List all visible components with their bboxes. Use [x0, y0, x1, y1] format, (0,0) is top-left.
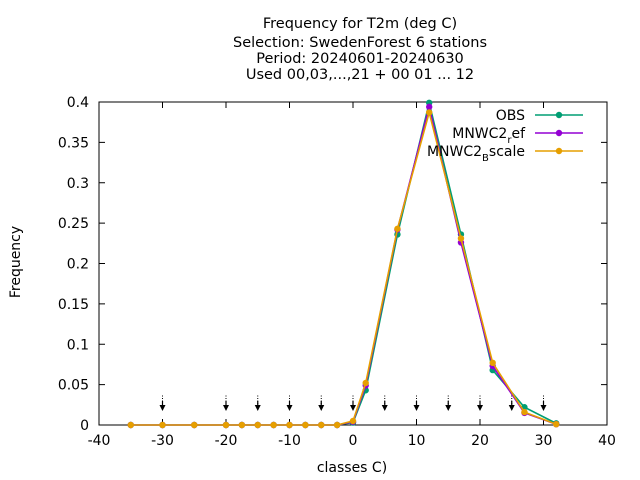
- y-tick-label: 0.35: [58, 135, 89, 151]
- legend-entry: MNWC2Bscale: [427, 144, 583, 164]
- arrow-marker: [477, 395, 483, 411]
- y-tick-label: 0.05: [58, 378, 89, 394]
- y-tick-label: 0.2: [67, 257, 89, 273]
- y-tick-label: 0.25: [58, 216, 89, 232]
- y-tick-label: 0.1: [67, 337, 89, 353]
- data-point: [270, 421, 277, 429]
- arrow-head: [381, 405, 388, 411]
- x-tick-label: -10: [278, 433, 301, 449]
- legend-swatch-point: [555, 147, 563, 155]
- chart-title-line-2: Selection: SwedenForest 6 stations: [232, 35, 487, 51]
- arrow-head: [445, 405, 452, 411]
- data-point: [159, 421, 166, 429]
- x-tick-label: 20: [471, 433, 489, 449]
- data-point: [349, 417, 357, 425]
- axes: -40 -30 -20 -10 0 10 20 30 40 0 0.05 0.1 0.15 0.2 0.25…: [58, 95, 616, 449]
- x-tick-label: 0: [349, 433, 358, 449]
- arrow-head: [159, 405, 166, 411]
- data-point: [394, 225, 401, 232]
- series-group: [127, 99, 560, 429]
- data-point: [426, 109, 433, 116]
- data-point: [286, 421, 293, 429]
- data-point: [302, 421, 309, 429]
- x-tick-label: -40: [88, 433, 111, 449]
- x-tick-label: 40: [598, 433, 616, 449]
- arrow-head: [223, 405, 229, 411]
- arrow-marker: [159, 395, 166, 411]
- arrow-head: [254, 405, 261, 411]
- data-point: [457, 235, 465, 242]
- arrow-marker: [254, 395, 261, 411]
- data-point: [521, 408, 528, 416]
- data-point: [318, 421, 325, 429]
- x-tick-label: -20: [215, 433, 238, 449]
- series-mnwc2-bscale: [127, 109, 560, 429]
- arrow-marker: [508, 395, 515, 411]
- legend-label: OBS: [496, 108, 525, 124]
- y-tick-label: 0: [80, 418, 89, 434]
- data-point: [489, 359, 496, 367]
- arrow-marker: [223, 395, 229, 411]
- y-tick-label: 0.3: [67, 176, 89, 192]
- data-point: [222, 421, 230, 429]
- data-point: [238, 421, 246, 429]
- data-point: [553, 420, 560, 428]
- data-point: [254, 421, 261, 429]
- y-tick-label: 0.4: [67, 95, 89, 111]
- arrow-marker: [413, 395, 420, 411]
- legend-swatch-point: [555, 111, 563, 119]
- chart-title-line-4: Used 00,03,...,21 + 00 01 ... 12: [245, 67, 475, 83]
- arrow-head: [540, 405, 547, 411]
- y-axis-label: Frequency: [8, 226, 24, 298]
- data-point: [191, 421, 198, 429]
- legend-label: MNWC2ref: [452, 126, 526, 146]
- legend-entry: MNWC2ref: [452, 126, 583, 146]
- arrow-marker: [286, 395, 293, 411]
- chart-title-line-3: Period: 20240601-20240630: [256, 51, 464, 67]
- arrow-marker: [350, 395, 356, 411]
- plot-frame: [98, 101, 608, 426]
- data-point: [127, 421, 134, 429]
- data-point: [362, 379, 369, 387]
- y-tick-label: 0.15: [58, 297, 89, 313]
- legend-label: MNWC2Bscale: [427, 144, 525, 164]
- chart-title-line-1: Frequency for T2m (deg C): [262, 16, 458, 32]
- x-tick-label: -30: [151, 433, 174, 449]
- arrow-head: [413, 405, 420, 411]
- arrow-head: [477, 405, 483, 411]
- x-tick-label: 10: [408, 433, 426, 449]
- arrow-head: [286, 405, 293, 411]
- arrow-marker: [540, 395, 547, 411]
- data-point: [333, 421, 341, 429]
- arrow-marker: [318, 395, 325, 411]
- legend-swatch-point: [555, 129, 563, 137]
- arrow-head: [350, 405, 356, 411]
- arrow-head: [508, 405, 515, 411]
- arrow-marker: [381, 395, 388, 411]
- arrow-marker: [445, 395, 452, 411]
- x-axis-label: classes C): [317, 460, 387, 476]
- arrow-head: [318, 405, 325, 411]
- arrow-markers: [159, 395, 547, 411]
- legend-entry: OBS: [496, 108, 583, 124]
- data-point: [426, 103, 433, 111]
- x-tick-label: 30: [535, 433, 553, 449]
